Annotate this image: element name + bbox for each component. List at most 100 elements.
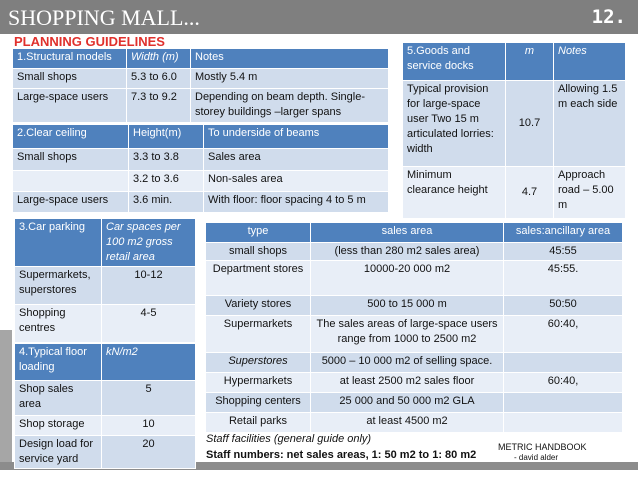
cell: 10 bbox=[101, 415, 196, 436]
cell: 4.7 bbox=[505, 166, 554, 219]
cell: Supermarkets bbox=[205, 315, 311, 353]
cell bbox=[12, 170, 129, 192]
row: Shopping centers 25 000 and 50 000 m2 GLA bbox=[205, 392, 623, 413]
row: Typical provision for large-space user T… bbox=[402, 80, 626, 167]
cell: 3.2 to 3.6 bbox=[128, 170, 204, 192]
row: Department stores 10000-20 000 m2 45:55. bbox=[205, 260, 623, 296]
cell: Large-space users bbox=[12, 191, 129, 213]
cell: Mostly 5.4 m bbox=[190, 68, 389, 89]
cell: sales:ancillary area bbox=[503, 222, 623, 243]
cell: 25 000 and 50 000 m2 GLA bbox=[310, 392, 504, 413]
cell: 5.3 to 6.0 bbox=[126, 68, 191, 89]
cell: 5 bbox=[101, 380, 196, 416]
row: Shop sales area 5 bbox=[14, 380, 196, 416]
cell: small shops bbox=[205, 242, 311, 261]
row: Supermarkets The sales areas of large-spa… bbox=[205, 315, 623, 353]
cell: Notes bbox=[553, 42, 626, 81]
cell: The sales areas of large-space users ran… bbox=[310, 315, 504, 353]
cell: With floor: floor spacing 4 to 5 m bbox=[203, 191, 389, 213]
cell: Design load for service yard bbox=[14, 435, 102, 469]
row: Minimum clearance height 4.7 Approach road… bbox=[402, 166, 626, 219]
cell: 5000 – 10 000 m2 of selling space. bbox=[310, 352, 504, 373]
row: Hypermarkets at least 2500 m2 sales floor… bbox=[205, 372, 623, 393]
cell: 60:40, bbox=[503, 315, 623, 353]
cell: Sales area bbox=[203, 148, 389, 171]
header-row: 3.Car parking Car spaces per 100 m2 gross… bbox=[14, 218, 196, 267]
cell: 50:50 bbox=[503, 295, 623, 316]
cell: Supermarkets, superstores bbox=[14, 266, 102, 305]
cell: 20 bbox=[101, 435, 196, 469]
cell: Retail parks bbox=[205, 412, 311, 433]
row: Design load for service yard 20 bbox=[14, 435, 196, 469]
header-row: type sales area sales:ancillary area bbox=[205, 222, 623, 243]
cell: Small shops bbox=[12, 68, 127, 89]
title: SHOPPING MALL... bbox=[8, 5, 200, 30]
cell: type bbox=[205, 222, 311, 243]
cell: Notes bbox=[190, 48, 389, 69]
row: Superstores 5000 – 10 000 m2 of selling s… bbox=[205, 352, 623, 373]
row: 3.2 to 3.6 Non-sales area bbox=[12, 170, 389, 192]
cell: 45:55. bbox=[503, 260, 623, 296]
row: Variety stores 500 to 15 000 m 50:50 bbox=[205, 295, 623, 316]
cell: m bbox=[505, 42, 554, 81]
cell: 10.7 bbox=[505, 80, 554, 167]
structural-table: 1.Structural models Width (m) Notes Small … bbox=[12, 48, 389, 123]
cell: 45:55 bbox=[503, 242, 623, 261]
staff-numbers: Staff numbers: net sales areas, 1: 50 m2… bbox=[206, 449, 477, 461]
bottom-bar bbox=[0, 462, 638, 470]
cell: 3.6 min. bbox=[128, 191, 204, 213]
cell: Department stores bbox=[205, 260, 311, 296]
cell: Approach road – 5.00 m bbox=[553, 166, 626, 219]
author: - david alder bbox=[514, 453, 559, 462]
cell: Shop sales area bbox=[14, 380, 102, 416]
header-row: 4.Typical floor loading kN/m2 bbox=[14, 343, 196, 381]
cell: Shop storage bbox=[14, 415, 102, 436]
cell: kN/m2 bbox=[101, 343, 196, 381]
cell: 500 to 15 000 m bbox=[310, 295, 504, 316]
row: Retail parks at least 4500 m2 bbox=[205, 412, 623, 433]
cell: at least 2500 m2 sales floor bbox=[310, 372, 504, 393]
cell: 1.Structural models bbox=[12, 48, 127, 69]
cell: To underside of beams bbox=[203, 124, 389, 149]
cell: 7.3 to 9.2 bbox=[126, 88, 191, 123]
cell: sales area bbox=[310, 222, 504, 243]
cell: 10000-20 000 m2 bbox=[310, 260, 504, 296]
cell: Depending on beam depth. Single-storey b… bbox=[190, 88, 389, 123]
header-row: 1.Structural models Width (m) Notes bbox=[12, 48, 389, 69]
cell bbox=[503, 352, 623, 373]
cell: Variety stores bbox=[205, 295, 311, 316]
cell: 3.3 to 3.8 bbox=[128, 148, 204, 171]
docks-table: 5.Goods and service docks m Notes Typical … bbox=[402, 42, 626, 219]
row: Small shops 3.3 to 3.8 Sales area bbox=[12, 148, 389, 171]
source: METRIC HANDBOOK bbox=[498, 442, 587, 452]
cell: Shopping centres bbox=[14, 304, 102, 343]
cell: Shopping centers bbox=[205, 392, 311, 413]
cell: Car spaces per 100 m2 gross retail area bbox=[101, 218, 196, 267]
cell bbox=[503, 392, 623, 413]
header-row: 2.Clear ceiling Height(m) To underside of … bbox=[12, 124, 389, 149]
row: Large-space users 7.3 to 9.2 Depending on … bbox=[12, 88, 389, 123]
header-bar bbox=[0, 0, 638, 34]
cell: 4.Typical floor loading bbox=[14, 343, 102, 381]
cell: 3.Car parking bbox=[14, 218, 102, 267]
row: Large-space users 3.6 min. With floor: flo… bbox=[12, 191, 389, 213]
cell: at least 4500 m2 bbox=[310, 412, 504, 433]
cell: (less than 280 m2 sales area) bbox=[310, 242, 504, 261]
cell: 2.Clear ceiling bbox=[12, 124, 129, 149]
row: small shops (less than 280 m2 sales area)… bbox=[205, 242, 623, 261]
cell: Width (m) bbox=[126, 48, 191, 69]
side-strip bbox=[0, 330, 12, 470]
loading-table: 4.Typical floor loading kN/m2 Shop sales … bbox=[14, 343, 196, 469]
header-row: 5.Goods and service docks m Notes bbox=[402, 42, 626, 81]
row: Shop storage 10 bbox=[14, 415, 196, 436]
cell: Non-sales area bbox=[203, 170, 389, 192]
cell: Small shops bbox=[12, 148, 129, 171]
cell: Large-space users bbox=[12, 88, 127, 123]
row: Shopping centres 4-5 bbox=[14, 304, 196, 343]
cell: Minimum clearance height bbox=[402, 166, 506, 219]
cell: Hypermarkets bbox=[205, 372, 311, 393]
cell: 4-5 bbox=[101, 304, 196, 343]
cell: Superstores bbox=[205, 352, 311, 373]
row: Supermarkets, superstores 10-12 bbox=[14, 266, 196, 305]
